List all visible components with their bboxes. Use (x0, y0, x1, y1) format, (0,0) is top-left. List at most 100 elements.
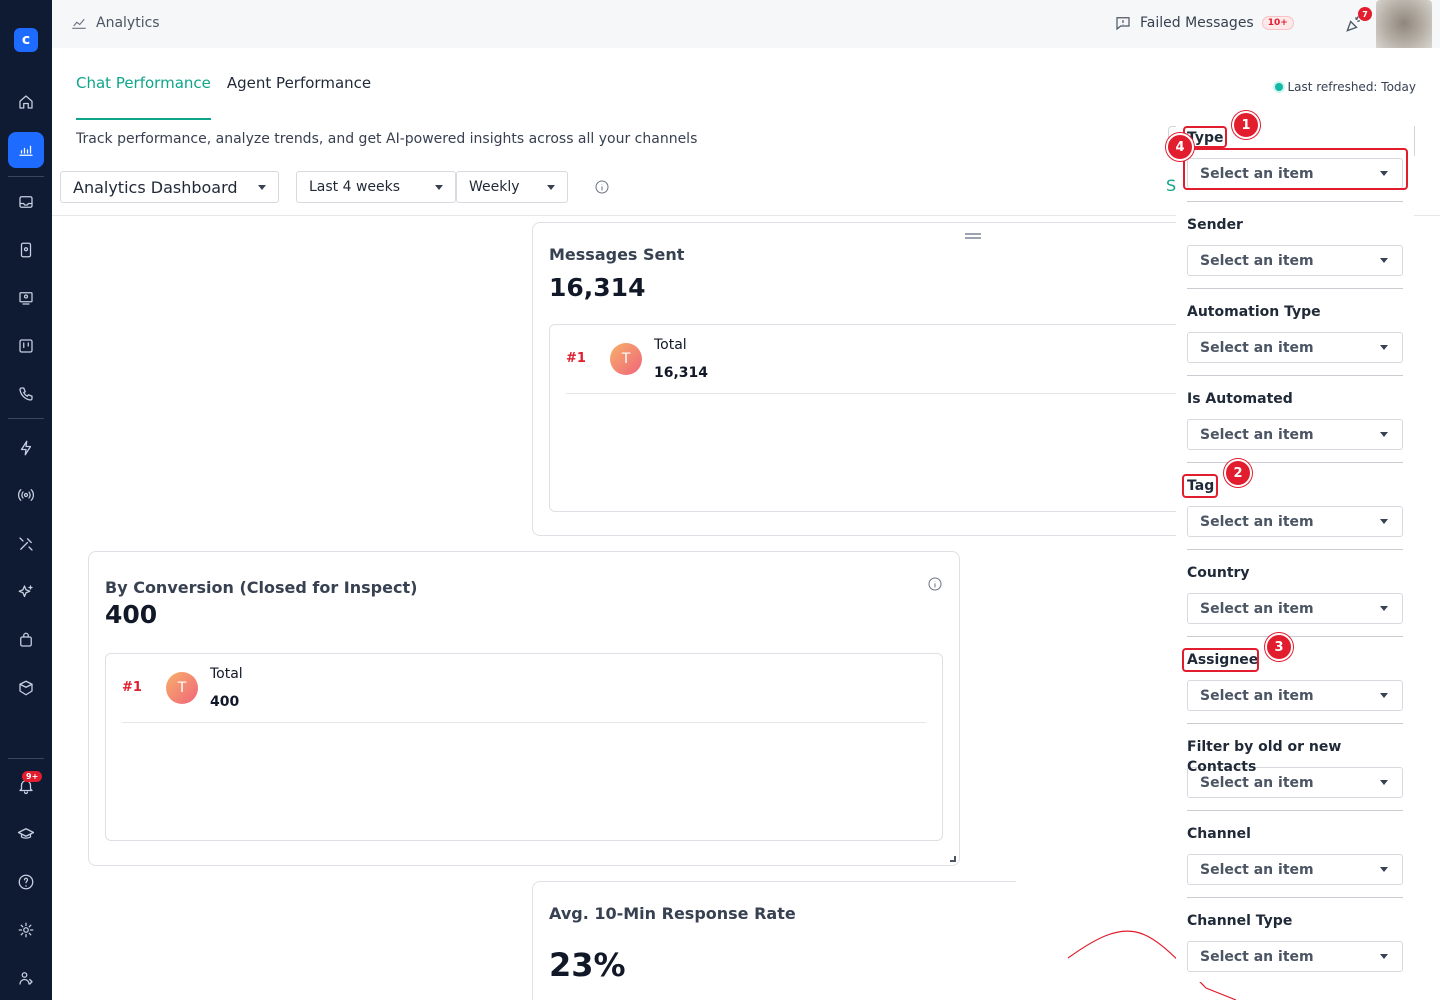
drag-handle-icon[interactable] (965, 233, 981, 239)
notification-badge: 9+ (22, 771, 43, 782)
row-divider (566, 393, 1191, 394)
phone-icon[interactable] (8, 376, 44, 412)
filter-label: Assignee (1187, 652, 1259, 668)
dashboard-select[interactable]: Analytics Dashboard (60, 171, 279, 203)
breakdown-list: #1 T Total 16,314 (549, 324, 1191, 512)
filter-label: Automation Type (1187, 304, 1321, 320)
panel-edge (1414, 126, 1415, 156)
home-icon[interactable] (8, 84, 44, 120)
filter-divider (1187, 636, 1403, 637)
topbar: Analytics Failed Messages 10+ 7 (52, 0, 1440, 52)
date-range-select[interactable]: Last 4 weeks (296, 171, 456, 203)
info-icon[interactable] (594, 179, 610, 195)
select-placeholder: Select an item (1200, 861, 1314, 878)
chevron-down-icon (1380, 606, 1388, 611)
select-placeholder: Select an item (1200, 948, 1314, 965)
automation-type-select[interactable]: Select an item (1187, 332, 1403, 363)
failed-messages-button[interactable]: Failed Messages 10+ (1114, 14, 1294, 32)
highlight-type-select (1183, 148, 1408, 190)
select-placeholder: Select an item (1200, 600, 1314, 617)
celebration-icon[interactable] (1344, 14, 1364, 34)
status-dot (1275, 83, 1284, 91)
tab-chat-performance[interactable]: Chat Performance (76, 74, 211, 120)
item-value: 16,314 (654, 365, 709, 381)
chevron-down-icon (1380, 345, 1388, 350)
is-automated-select[interactable]: Select an item (1187, 419, 1403, 450)
sidebar-divider (8, 176, 44, 177)
tab-agent-performance[interactable]: Agent Performance (226, 74, 372, 92)
inbox-icon[interactable] (8, 184, 44, 220)
filter-divider (1187, 549, 1403, 550)
chevron-down-icon (435, 184, 443, 190)
filter-channel-type: Channel Type Select an item (1187, 911, 1403, 972)
filter-label: Channel Type (1187, 913, 1293, 929)
filter-type: Type Select an item (1187, 128, 1403, 189)
filter-label: Is Automated (1187, 391, 1293, 407)
annotation-badge: 4 (1166, 133, 1194, 161)
bolt-icon[interactable] (8, 430, 44, 466)
bag-icon[interactable] (8, 622, 44, 658)
select-placeholder: Select an item (1200, 165, 1314, 182)
filter-divider (1187, 462, 1403, 463)
filter-country: Country Select an item (1187, 563, 1403, 624)
analytics-icon[interactable] (8, 132, 44, 168)
card-value: 23% (549, 946, 626, 984)
signal-icon[interactable] (8, 477, 44, 513)
package-icon[interactable] (8, 670, 44, 706)
filter-divider (1187, 810, 1403, 811)
partial-link[interactable]: S (1166, 176, 1177, 195)
filter-assignee: Assignee Select an item (1187, 650, 1403, 711)
chevron-down-icon (1380, 693, 1388, 698)
chevron-down-icon (1380, 867, 1388, 872)
filter-tag: Tag Select an item (1187, 476, 1403, 537)
highlight-assignee-label (1182, 648, 1259, 672)
page-title-text: Analytics (96, 15, 160, 31)
avatar[interactable] (1376, 0, 1432, 52)
broadcast-icon[interactable] (8, 280, 44, 316)
app-logo[interactable]: c (14, 28, 38, 52)
select-placeholder: Select an item (1200, 687, 1314, 704)
chevron-down-icon (1380, 171, 1388, 176)
tools-icon[interactable] (8, 526, 44, 562)
item-label: Total (210, 666, 243, 682)
card-title: By Conversion (Closed for Inspect) (105, 578, 418, 597)
contacts-icon[interactable] (8, 232, 44, 268)
filter-label: Type (1187, 130, 1224, 146)
interval-value: Weekly (469, 179, 520, 195)
help-icon[interactable] (8, 864, 44, 900)
filter-label: Filter by old or new Contacts (1187, 739, 1342, 775)
last-refreshed: Last refreshed: Today (1275, 80, 1416, 94)
board-icon[interactable] (8, 328, 44, 364)
chevron-down-icon (258, 184, 266, 190)
filter-channel: Channel Select an item (1187, 824, 1403, 885)
analytics-icon (72, 18, 86, 29)
sparkle-icon[interactable] (8, 574, 44, 610)
country-select[interactable]: Select an item (1187, 593, 1403, 624)
annotation-badge: 1 (1232, 111, 1260, 139)
contacts-select[interactable]: Select an item (1187, 767, 1403, 798)
filter-divider (1187, 201, 1403, 202)
page-title: Analytics (70, 14, 160, 32)
conversion-card: By Conversion (Closed for Inspect) 400 #… (88, 551, 960, 866)
filter-is-automated: Is Automated Select an item (1187, 389, 1403, 450)
card-title: Avg. 10-Min Response Rate (549, 904, 796, 923)
assignee-select[interactable]: Select an item (1187, 680, 1403, 711)
interval-select[interactable]: Weekly (456, 171, 568, 203)
annotation-badge: 3 (1265, 633, 1293, 661)
tag-select[interactable]: Select an item (1187, 506, 1403, 537)
date-range-value: Last 4 weeks (309, 179, 401, 195)
channel-select[interactable]: Select an item (1187, 854, 1403, 885)
messages-sent-card: Messages Sent 16,314 #1 T Total 16,314 (532, 222, 1192, 536)
gear-icon[interactable] (8, 912, 44, 948)
sender-select[interactable]: Select an item (1187, 245, 1403, 276)
channel-type-select[interactable]: Select an item (1187, 941, 1403, 972)
highlight-tag-label (1182, 474, 1218, 498)
message-alert-icon (1116, 17, 1130, 31)
select-placeholder: Select an item (1200, 339, 1314, 356)
user-settings-icon[interactable] (8, 960, 44, 996)
info-icon[interactable] (927, 576, 943, 592)
resize-handle-icon[interactable] (950, 856, 956, 862)
graduation-icon[interactable] (8, 816, 44, 852)
filter-sender: Sender Select an item (1187, 215, 1403, 276)
type-select[interactable]: Select an item (1187, 158, 1403, 189)
